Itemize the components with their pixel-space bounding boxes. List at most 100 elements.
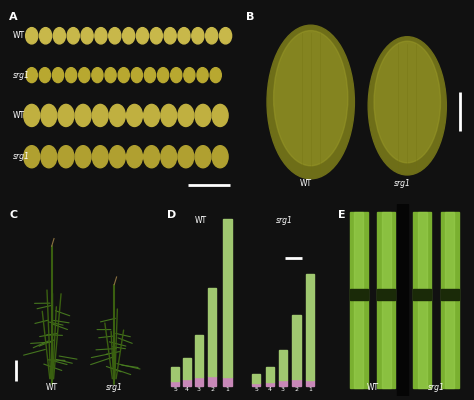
Text: srg1: srg1 bbox=[276, 216, 293, 224]
Text: 2: 2 bbox=[294, 387, 299, 392]
Ellipse shape bbox=[39, 28, 52, 44]
Bar bbox=[252, 382, 260, 386]
Ellipse shape bbox=[92, 68, 103, 83]
Bar bbox=[445, 212, 454, 388]
Ellipse shape bbox=[157, 68, 169, 83]
Ellipse shape bbox=[122, 28, 135, 44]
Bar bbox=[171, 367, 179, 381]
Ellipse shape bbox=[178, 146, 194, 168]
Ellipse shape bbox=[195, 104, 211, 126]
Ellipse shape bbox=[273, 30, 348, 166]
Ellipse shape bbox=[267, 25, 355, 179]
Ellipse shape bbox=[92, 146, 108, 168]
Bar bbox=[208, 376, 216, 386]
Text: 1: 1 bbox=[308, 387, 312, 392]
Ellipse shape bbox=[197, 68, 208, 83]
Ellipse shape bbox=[127, 104, 143, 126]
Ellipse shape bbox=[161, 146, 177, 168]
Ellipse shape bbox=[58, 104, 74, 126]
Ellipse shape bbox=[206, 28, 218, 44]
Bar bbox=[382, 212, 391, 388]
Text: WT: WT bbox=[366, 383, 379, 392]
Text: srg1: srg1 bbox=[394, 179, 411, 188]
Text: 4: 4 bbox=[185, 387, 189, 392]
Text: D: D bbox=[167, 210, 176, 220]
Ellipse shape bbox=[137, 28, 148, 44]
Ellipse shape bbox=[212, 146, 228, 168]
Ellipse shape bbox=[118, 68, 129, 83]
Text: A: A bbox=[9, 12, 18, 22]
Ellipse shape bbox=[178, 28, 190, 44]
Bar bbox=[418, 212, 427, 388]
Ellipse shape bbox=[75, 104, 91, 126]
Ellipse shape bbox=[24, 146, 40, 168]
Text: 4: 4 bbox=[267, 387, 272, 392]
Ellipse shape bbox=[53, 28, 65, 44]
Bar bbox=[441, 290, 458, 300]
Ellipse shape bbox=[210, 68, 221, 83]
Ellipse shape bbox=[161, 104, 177, 126]
Bar bbox=[413, 290, 431, 300]
Ellipse shape bbox=[92, 104, 108, 126]
Bar bbox=[265, 367, 273, 382]
Ellipse shape bbox=[368, 37, 447, 175]
Bar bbox=[279, 350, 287, 380]
Ellipse shape bbox=[39, 68, 51, 83]
Text: 5: 5 bbox=[254, 387, 258, 392]
Bar bbox=[279, 380, 287, 386]
Bar bbox=[208, 288, 216, 376]
Ellipse shape bbox=[195, 146, 211, 168]
Ellipse shape bbox=[150, 28, 163, 44]
Ellipse shape bbox=[26, 68, 37, 83]
Bar bbox=[252, 374, 260, 382]
Bar bbox=[413, 212, 431, 388]
Bar bbox=[306, 380, 314, 386]
Bar bbox=[223, 219, 231, 377]
Bar bbox=[355, 212, 364, 388]
Ellipse shape bbox=[26, 28, 38, 44]
Ellipse shape bbox=[184, 68, 195, 83]
Text: 5: 5 bbox=[173, 387, 177, 392]
Ellipse shape bbox=[144, 146, 160, 168]
Text: srg1: srg1 bbox=[428, 383, 444, 392]
Ellipse shape bbox=[109, 104, 125, 126]
Text: 2: 2 bbox=[210, 387, 214, 392]
Ellipse shape bbox=[105, 68, 116, 83]
Bar bbox=[377, 290, 395, 300]
Bar bbox=[292, 379, 301, 386]
Text: srg1: srg1 bbox=[13, 71, 30, 80]
Bar bbox=[183, 358, 191, 379]
Ellipse shape bbox=[79, 68, 90, 83]
Bar bbox=[350, 212, 368, 388]
Bar bbox=[195, 377, 203, 386]
Ellipse shape bbox=[144, 104, 160, 126]
Ellipse shape bbox=[127, 146, 143, 168]
Ellipse shape bbox=[75, 146, 91, 168]
Text: WT: WT bbox=[194, 216, 207, 224]
Text: WT: WT bbox=[46, 383, 58, 392]
Text: 3: 3 bbox=[281, 387, 285, 392]
Bar bbox=[441, 212, 458, 388]
Bar bbox=[223, 377, 231, 386]
Ellipse shape bbox=[41, 146, 57, 168]
Bar bbox=[183, 379, 191, 386]
Text: srg1: srg1 bbox=[13, 152, 30, 161]
Ellipse shape bbox=[65, 68, 77, 83]
Ellipse shape bbox=[212, 104, 228, 126]
Ellipse shape bbox=[52, 68, 64, 83]
Text: 1: 1 bbox=[226, 387, 229, 392]
Text: WT: WT bbox=[13, 31, 25, 40]
Text: srg1: srg1 bbox=[106, 383, 123, 392]
Bar bbox=[195, 334, 203, 377]
Ellipse shape bbox=[81, 28, 93, 44]
Bar bbox=[292, 315, 301, 379]
Ellipse shape bbox=[131, 68, 143, 83]
Ellipse shape bbox=[192, 28, 204, 44]
Ellipse shape bbox=[58, 146, 74, 168]
Ellipse shape bbox=[109, 146, 125, 168]
Ellipse shape bbox=[145, 68, 155, 83]
Bar bbox=[171, 381, 179, 386]
Text: WT: WT bbox=[300, 179, 312, 188]
Ellipse shape bbox=[219, 28, 232, 44]
Bar bbox=[265, 382, 273, 386]
